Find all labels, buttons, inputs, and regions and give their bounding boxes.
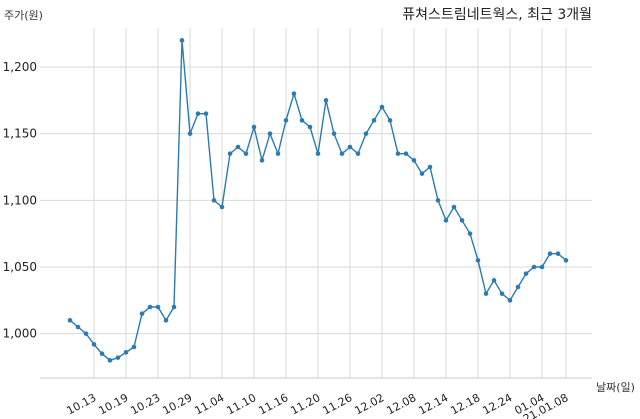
data-point: [435, 198, 441, 203]
data-point: [299, 118, 305, 123]
x-tick-label: 12.08: [384, 391, 418, 417]
data-point: [187, 131, 193, 136]
data-point: [155, 304, 161, 310]
data-point: [555, 251, 561, 256]
data-point: [195, 111, 201, 116]
data-point: [491, 278, 497, 283]
data-point: [563, 258, 569, 263]
y-gridlines: [40, 66, 592, 335]
data-point: [387, 118, 393, 123]
data-point: [347, 144, 353, 150]
y-tick-label: 1,100: [3, 193, 37, 207]
data-point: [243, 151, 249, 156]
price-series: [67, 38, 569, 363]
data-point: [459, 218, 465, 223]
y-tick-label: 1,200: [3, 60, 37, 74]
x-tick-label: 11.26: [320, 391, 354, 417]
data-point: [515, 284, 521, 290]
x-tick-label: 12.24: [480, 391, 514, 417]
x-gridlines: [93, 28, 567, 378]
x-axis-label: 날짜(일): [596, 380, 635, 394]
data-point: [203, 111, 209, 116]
data-point: [211, 198, 217, 203]
data-point: [307, 124, 313, 130]
data-point: [67, 318, 73, 323]
chart-title: 퓨쳐스트림네트웍스, 최근 3개월: [402, 7, 592, 23]
data-point: [267, 131, 273, 136]
data-point: [331, 131, 337, 136]
data-point: [131, 344, 137, 350]
data-point: [115, 355, 121, 360]
x-tick-label: 12.14: [416, 391, 450, 417]
data-point: [83, 331, 89, 336]
data-point: [251, 124, 257, 130]
data-point: [75, 324, 81, 330]
data-point: [379, 104, 385, 110]
data-point: [315, 151, 321, 156]
y-tick-label: 1,150: [3, 127, 37, 141]
x-tick-labels: 10.1310.1910.2310.2911.0411.1011.1611.20…: [64, 391, 570, 419]
x-tick-label: 10.23: [128, 391, 162, 417]
data-point: [547, 251, 553, 256]
data-point: [323, 98, 329, 103]
data-point: [475, 258, 481, 263]
data-point: [339, 151, 345, 156]
x-tick-label: 11.04: [192, 391, 226, 417]
x-tick-label: 10.13: [64, 391, 98, 417]
data-point: [171, 304, 177, 310]
x-tick-label: 11.20: [288, 391, 322, 417]
data-point: [275, 151, 281, 156]
data-point: [539, 264, 545, 270]
data-point: [483, 291, 489, 296]
data-point: [235, 144, 241, 150]
y-tick-label: 1,050: [3, 260, 37, 274]
data-point: [259, 158, 265, 163]
data-point: [283, 118, 289, 123]
data-point: [443, 218, 449, 223]
x-tick-label: 12.02: [352, 391, 386, 417]
data-point: [163, 318, 169, 323]
data-point: [451, 204, 457, 210]
data-point: [179, 38, 185, 43]
data-point: [419, 171, 425, 176]
data-point: [227, 151, 233, 156]
data-point: [139, 311, 145, 316]
x-tick-label: 11.10: [224, 391, 258, 417]
data-point: [371, 118, 377, 123]
data-point: [499, 291, 505, 296]
data-point: [91, 342, 97, 347]
data-point: [363, 131, 369, 136]
data-point: [531, 264, 537, 270]
data-point: [107, 358, 113, 363]
data-point: [403, 151, 409, 156]
x-tick-label: 11.16: [256, 391, 290, 417]
data-point: [219, 204, 225, 210]
x-tick-label: 10.19: [96, 391, 130, 417]
data-point: [99, 351, 105, 356]
data-point: [411, 158, 417, 163]
x-tick-label: 10.29: [160, 391, 194, 417]
data-point: [123, 350, 129, 355]
y-tick-labels: 1,000 1,050 1,100 1,150 1,200: [3, 60, 37, 341]
data-point: [355, 151, 361, 156]
data-point: [523, 271, 529, 276]
y-axis-label: 주가(원): [4, 9, 43, 22]
data-point: [427, 164, 433, 170]
y-tick-label: 1,000: [3, 327, 37, 341]
data-point: [147, 304, 153, 310]
x-tick-label: 12.18: [448, 391, 482, 417]
data-point: [395, 151, 401, 156]
data-point: [291, 91, 297, 96]
data-point: [467, 231, 473, 236]
data-point: [507, 298, 513, 303]
